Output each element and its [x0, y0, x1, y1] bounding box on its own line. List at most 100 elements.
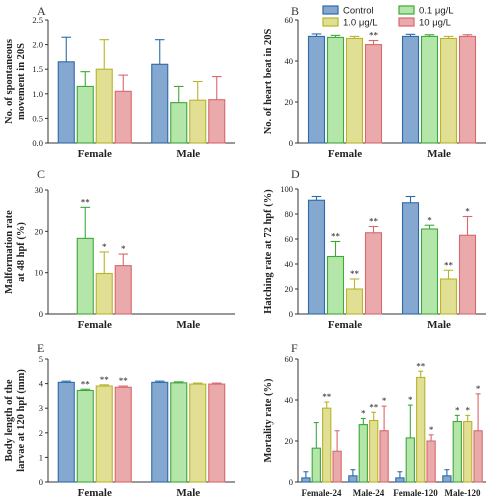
bar [401, 35, 420, 144]
y-tick-label: 60 [285, 15, 294, 25]
legend-swatch [398, 17, 415, 27]
bar [307, 199, 326, 315]
bar [76, 237, 94, 315]
bar [426, 440, 436, 483]
panel-e: E 0 1 2 3 4 5 Body length of thelarvae at 120 h… [4, 341, 235, 499]
y-tick-label: 40 [285, 56, 294, 66]
y-tick-label: 2.0 [32, 40, 43, 50]
category-label: Female-120 [393, 488, 438, 498]
bar [369, 419, 379, 483]
y-tick-label: 0 [289, 309, 293, 319]
category-label: Male-120 [445, 488, 481, 498]
legend-label: Control [343, 6, 374, 17]
y-tick-label: 0 [289, 477, 293, 487]
legend-swatch [322, 5, 339, 15]
bar [208, 383, 226, 483]
significance-label: ** [369, 402, 379, 412]
y-tick-label: 10 [35, 268, 44, 278]
significance-label: ** [81, 379, 91, 389]
panel-a: A 0.0 0.5 1.0 1.5 2.0 2.5 No. of spontaneousmov… [4, 4, 235, 160]
bar [379, 430, 389, 483]
y-tick-label: 40 [285, 259, 294, 269]
bar [332, 450, 342, 483]
y-axis-label-line: Malformation rate [4, 210, 15, 294]
significance-label: ** [369, 31, 379, 41]
bar [439, 278, 458, 315]
legend-label: 10 μg/L [419, 18, 451, 29]
significance-label: * [102, 242, 107, 252]
significance-label: ** [350, 269, 360, 279]
bar [473, 430, 483, 483]
bar [420, 228, 439, 315]
significance-label: * [455, 405, 460, 415]
panel-b: B 0 20 40 60 No. of heart beat in 20S ** Female… [263, 4, 486, 160]
significance-label: * [361, 408, 366, 418]
bar [307, 35, 326, 144]
y-axis-label: Hatching rate at 72 hpf (%) [263, 189, 274, 314]
y-tick-label: 20 [285, 97, 294, 107]
bar [452, 420, 462, 483]
y-tick-label: 100 [280, 184, 293, 194]
significance-label: ** [100, 375, 110, 385]
significance-label: ** [119, 376, 129, 386]
significance-label: ** [81, 197, 91, 207]
significance-label: * [382, 396, 387, 406]
category-label: Female-24 [302, 488, 342, 498]
bar [458, 35, 477, 144]
bar [151, 381, 169, 483]
bar [114, 265, 132, 315]
bar [57, 381, 75, 483]
bar [401, 202, 420, 315]
legend-swatch [322, 17, 339, 27]
category-label: Male [427, 319, 451, 331]
bar [95, 385, 113, 483]
y-tick-label: 1 [39, 452, 43, 462]
bar [439, 37, 458, 144]
bar [170, 102, 188, 144]
bar [114, 386, 132, 483]
bar [458, 234, 477, 315]
y-tick-label: 0 [39, 477, 43, 487]
y-tick-label: 0 [39, 309, 43, 319]
panel-letter: C [37, 167, 45, 181]
bar [189, 99, 207, 144]
category-label: Female [328, 319, 362, 331]
category-label: Female [78, 319, 112, 331]
bar [95, 272, 113, 315]
y-axis-label-line: at 48 hpf (%) [16, 222, 27, 282]
category-label: Male [176, 487, 200, 499]
legend: Control 0.1 μg/L 1.0 μg/L 10 μg/L [322, 5, 454, 29]
significance-label: * [408, 395, 413, 405]
significance-label: * [427, 215, 432, 225]
legend-label: 0.1 μg/L [419, 6, 454, 17]
bar [76, 389, 94, 483]
y-tick-label: 20 [285, 436, 294, 446]
y-tick-label: 60 [285, 234, 294, 244]
category-label: Female [78, 148, 112, 160]
category-label: Female [328, 148, 362, 160]
y-tick-label: 0.5 [32, 113, 43, 123]
category-label: Male [176, 148, 200, 160]
bar [114, 90, 132, 144]
y-axis-label: No. of heart beat in 20S [263, 29, 274, 135]
significance-label: ** [331, 232, 341, 242]
bar [326, 36, 345, 144]
y-tick-label: 5 [39, 354, 43, 364]
y-axis-label: Malformation rateat 48 hpf (%) [4, 210, 27, 294]
bar [442, 475, 452, 483]
panel-letter: E [37, 341, 44, 355]
y-axis-label-line: No. of heart beat in 20S [263, 29, 274, 135]
legend-label: 1.0 μg/L [343, 18, 378, 29]
panel-d: D 0 20 40 60 80 100 Hatching rate at 72 hpf (%)… [263, 167, 486, 331]
y-axis-label: No. of spontaneousmovement in 20S [4, 39, 27, 124]
y-tick-label: 80 [285, 209, 294, 219]
y-tick-label: 60 [285, 354, 294, 364]
bar [57, 61, 75, 144]
y-tick-label: 2.5 [32, 15, 43, 25]
category-label: Male-24 [353, 488, 385, 498]
y-axis-label-line: larvae at 120 hpf (mm) [16, 369, 27, 472]
bar [95, 68, 113, 144]
y-axis-label-line: Body length of the [4, 379, 15, 461]
bar [405, 437, 415, 483]
